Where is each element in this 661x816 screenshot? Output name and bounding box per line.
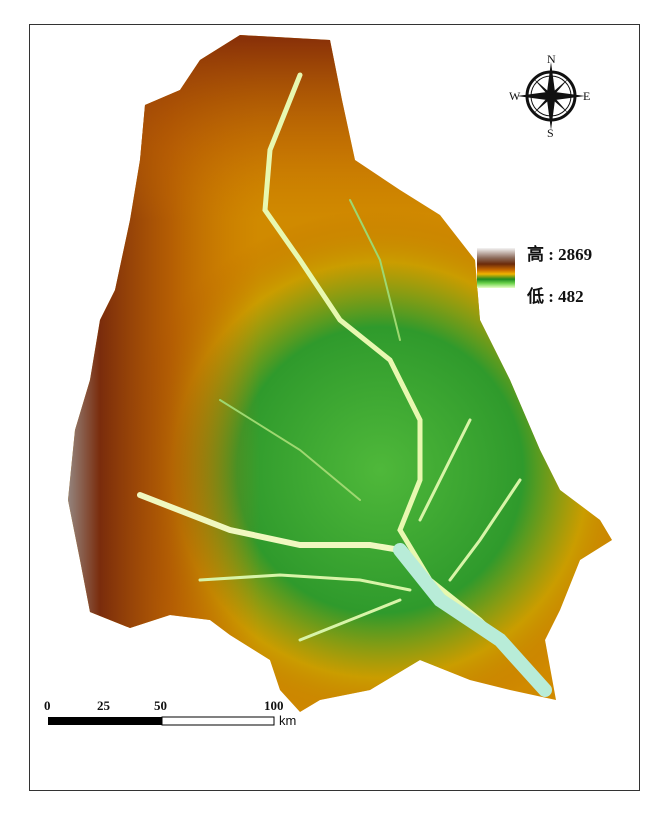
- legend-color-ramp: [477, 248, 515, 288]
- scale-bar-white: [161, 716, 275, 726]
- scale-tick-0: 0: [44, 698, 51, 713]
- river-network: [137, 72, 552, 697]
- scale-tick-50: 50: [154, 698, 167, 713]
- compass-w: W: [509, 89, 521, 103]
- compass-rose-icon: [517, 62, 585, 130]
- compass-e: E: [583, 89, 591, 103]
- scale-tick-100: 100: [264, 698, 284, 713]
- map-frame: [29, 24, 640, 791]
- scale-unit: km: [279, 713, 297, 728]
- legend-low-label: 低 : 482: [527, 287, 584, 306]
- legend-high-label: 高 : 2869: [527, 245, 593, 264]
- compass-s: S: [547, 126, 554, 140]
- scale-tick-25: 25: [97, 698, 110, 713]
- scale-bar-black: [48, 717, 162, 725]
- compass-n: N: [547, 52, 556, 66]
